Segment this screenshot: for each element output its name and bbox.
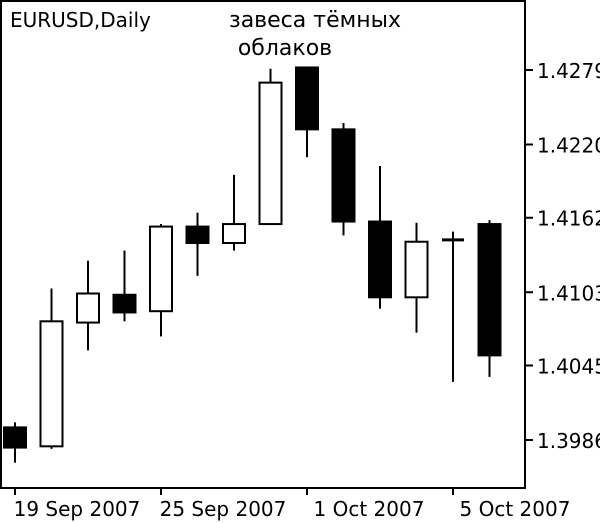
candle	[442, 231, 464, 382]
candle-body-bearish	[331, 128, 356, 223]
candle	[477, 220, 502, 377]
candle-body-bullish	[222, 223, 246, 245]
x-tick-label: 1 Oct 2007	[314, 497, 425, 521]
candle	[295, 66, 319, 158]
candle	[258, 68, 283, 226]
candle-body-bullish	[258, 81, 283, 226]
candle	[222, 174, 246, 251]
candle	[368, 165, 392, 309]
candle	[3, 422, 27, 463]
y-axis: 1.4279 1.4220 1.4162 1.4103 1.4045 1.3986	[525, 59, 600, 453]
candle	[39, 288, 64, 449]
x-tick-label: 25 Sep 2007	[160, 497, 287, 521]
x-axis: 19 Sep 2007 25 Sep 2007 1 Oct 2007 5 Oct 20…	[14, 488, 571, 521]
candle	[404, 222, 429, 333]
symbol-label: EURUSD,Daily	[10, 8, 151, 32]
candle-body-bearish	[368, 220, 392, 299]
candle-body-bearish	[3, 426, 27, 449]
candle-body-bearish	[185, 225, 210, 245]
candle	[149, 224, 173, 337]
candle	[112, 250, 137, 322]
candle	[76, 260, 100, 351]
annotation-line-2: облаков	[238, 36, 332, 61]
candle-body-bullish	[404, 240, 429, 299]
candle-body-bearish	[112, 293, 137, 314]
y-tick-label: 1.4103	[537, 281, 600, 305]
candle-body-bullish	[39, 320, 64, 448]
candles-layer	[3, 66, 502, 463]
candle	[331, 123, 356, 236]
candle-body-bearish	[477, 223, 502, 357]
y-tick-label: 1.3986	[537, 429, 600, 453]
x-tick-label: 5 Oct 2007	[460, 497, 571, 521]
y-tick-label: 1.4045	[537, 354, 600, 378]
candle	[185, 212, 210, 276]
annotation-line-1: завеса тёмных	[229, 8, 401, 33]
y-tick-label: 1.4279	[537, 59, 600, 83]
candle-body-bearish	[295, 66, 319, 131]
y-tick-label: 1.4162	[537, 207, 600, 231]
y-tick-label: 1.4220	[537, 134, 600, 158]
x-tick-label: 19 Sep 2007	[14, 497, 141, 521]
candle-body-bullish	[149, 225, 173, 313]
candle-body-bullish	[76, 292, 100, 324]
plot-frame	[0, 0, 526, 489]
